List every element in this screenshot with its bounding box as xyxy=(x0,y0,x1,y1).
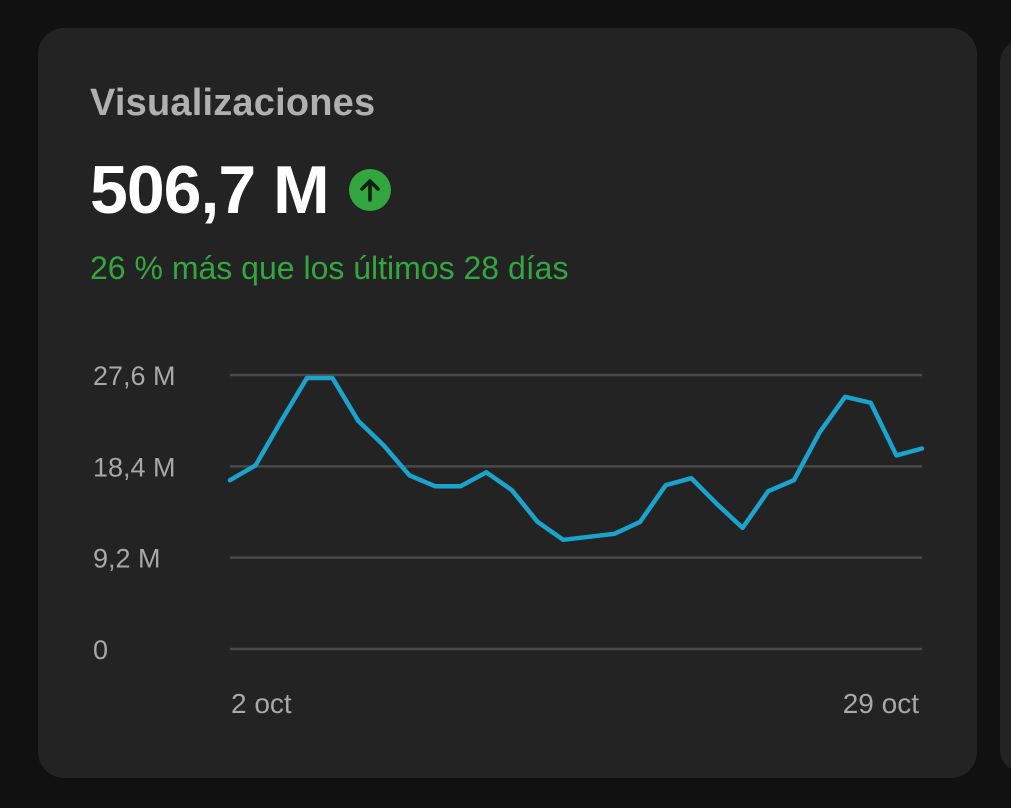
y-tick-label: 18,4 M xyxy=(93,452,176,482)
delta-text: 26 % más que los últimos 28 días xyxy=(90,250,569,286)
views-card[interactable]: Visualizaciones 506,7 M 26 % más que los… xyxy=(38,28,977,778)
y-tick-label: 27,6 M xyxy=(93,361,176,391)
x-tick-label: 29 oct xyxy=(843,688,919,719)
views-line-chart: 27,6 M 18,4 M 9,2 M 0 2 oct 29 oct xyxy=(93,361,925,719)
metric-value: 506,7 M xyxy=(90,152,330,228)
y-tick-label: 9,2 M xyxy=(93,544,161,574)
arrow-up-circle-icon xyxy=(348,169,391,211)
next-card-edge[interactable] xyxy=(1000,40,1011,772)
x-tick-label: 2 oct xyxy=(231,688,292,719)
series-line xyxy=(227,375,925,543)
y-tick-label: 0 xyxy=(93,635,108,665)
metric-value-row: 506,7 M xyxy=(90,150,391,230)
card-title: Visualizaciones xyxy=(90,82,376,124)
arrow-up-glyph xyxy=(359,179,380,202)
